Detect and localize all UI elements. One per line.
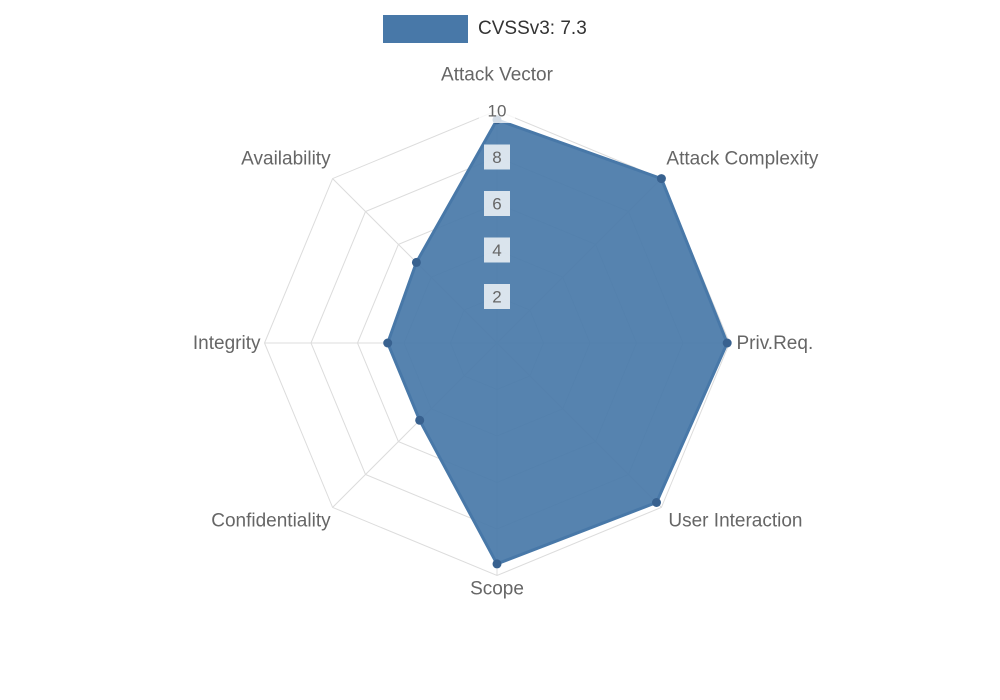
axis-label-scope: Scope — [470, 579, 524, 600]
axis-label-attack-complexity: Attack Complexity — [666, 149, 819, 170]
legend-item-cvssv3[interactable]: CVSSv3: 7.3 — [383, 15, 587, 43]
tick-backdrop — [484, 144, 510, 170]
axis-label-confidentiality: Confidentiality — [211, 510, 331, 531]
tick-backdrop — [484, 191, 510, 216]
series-point — [652, 498, 661, 507]
tick-label: 8 — [492, 148, 501, 167]
tick-label: 10 — [488, 102, 507, 121]
series-point — [411, 257, 421, 267]
tick-backdrop — [484, 284, 510, 309]
series-point — [656, 174, 666, 184]
series-point — [722, 338, 732, 348]
tick-label: 2 — [492, 288, 501, 307]
tick-backdrop — [479, 98, 515, 123]
series-point — [383, 338, 393, 348]
series-point — [492, 559, 502, 569]
series-polygon — [386, 118, 729, 566]
axis-label-user-interaction: User Interaction — [668, 510, 802, 531]
tick-label: 6 — [492, 195, 501, 214]
axis-label-availability: Availability — [241, 149, 331, 170]
series-point — [415, 415, 425, 425]
legend-color-swatch — [383, 15, 468, 43]
axis-label-attack-vector: Attack Vector — [441, 65, 554, 86]
axis-label-integrity: Integrity — [193, 333, 261, 354]
tick-label: 4 — [492, 241, 501, 260]
tick-backdrop — [484, 237, 510, 263]
axis-label-priv-req: Priv.Req. — [737, 333, 814, 354]
legend-label: CVSSv3: 7.3 — [478, 18, 587, 39]
